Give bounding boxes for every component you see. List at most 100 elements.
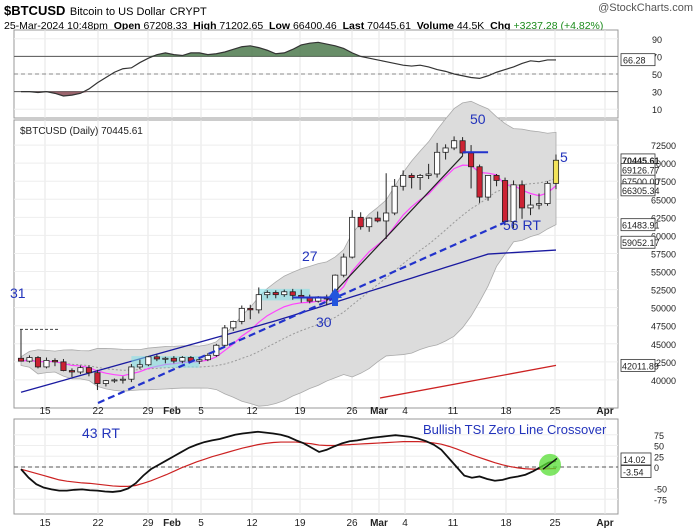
price-side-label: 59052.17	[622, 238, 660, 248]
high-label: High	[193, 20, 217, 32]
price-x-label: 11	[448, 406, 459, 417]
candle-body	[111, 379, 118, 382]
candle-body	[544, 182, 551, 205]
candle-body	[289, 291, 296, 296]
rsi-value-label: 66.28	[623, 56, 646, 66]
price-tick-label: 70000	[651, 159, 676, 169]
high-value: 71202.65	[219, 20, 264, 32]
candle-body	[77, 367, 84, 373]
last-value: 70445.61	[367, 20, 411, 32]
tsi-tick-label: 25	[654, 452, 664, 462]
candle-body	[485, 175, 492, 198]
tsi-line	[20, 430, 557, 493]
tsi-tick-label: -50	[654, 485, 667, 495]
rsi-tick-label: 90	[652, 35, 662, 45]
price-side-label: 70445.61	[622, 156, 660, 166]
volume-label: Volume	[416, 20, 454, 32]
tsi-x-label: 4	[402, 518, 408, 529]
price-tick-label: 50000	[651, 304, 676, 314]
candle-body	[119, 378, 126, 381]
tsi-x-label: Mar	[370, 518, 388, 529]
tsi-side-box	[620, 452, 652, 466]
annotation-31: 31	[10, 285, 26, 301]
price-tick-label: 47500	[651, 322, 676, 332]
quote-line: 25-Mar-2024 10:48pm Open 67208.33 High 7…	[4, 20, 694, 32]
candle-body	[476, 166, 483, 198]
price-tick-label: 52500	[651, 286, 676, 296]
tsi-x-label: Apr	[596, 518, 613, 529]
candle-body	[170, 357, 177, 362]
candle-body	[340, 256, 347, 276]
tsi-side-label: -3.54	[623, 468, 644, 478]
price-x-label: 18	[500, 406, 512, 417]
candle-body	[85, 367, 92, 374]
candle-body	[527, 204, 534, 209]
price-side-box	[620, 235, 656, 249]
tsi-x-label: 19	[294, 518, 306, 529]
candle-body	[34, 357, 42, 368]
candle-body	[179, 357, 186, 362]
tsi-x-label: 15	[39, 518, 51, 529]
candle-body	[357, 216, 364, 228]
dashed-trendline	[97, 221, 506, 405]
annotation-tsi-note: Bullish TSI Zero Line Crossover	[423, 422, 607, 437]
tsi-tick-label: 50	[654, 442, 664, 452]
price-side-box	[620, 358, 656, 372]
tsi-x-label: 12	[246, 518, 258, 529]
rsi-value-box	[620, 53, 656, 67]
rsi-tick-label: 10	[652, 105, 662, 115]
candle-body	[196, 359, 203, 362]
price-tick-label: 72500	[651, 141, 676, 151]
low-value: 66400.46	[292, 20, 337, 32]
price-tick-label: 65000	[651, 195, 676, 205]
tsi-x-label: 11	[448, 518, 459, 529]
candle-body	[383, 212, 390, 222]
candle-body	[94, 372, 101, 384]
price-x-label: 25	[549, 406, 561, 417]
price-tick-label: 55000	[651, 268, 676, 278]
candle-body	[102, 380, 109, 384]
tsi-x-label: 5	[198, 518, 204, 529]
rsi-oversold-fill	[21, 91, 556, 96]
candle-body	[400, 175, 407, 187]
price-x-label: 15	[39, 406, 51, 417]
annotation-right-5: 5	[560, 149, 568, 165]
price-side-label: 42011.89	[622, 361, 659, 371]
candle-body	[434, 151, 441, 175]
tsi-x-label: 18	[500, 518, 512, 529]
candle-body	[349, 216, 356, 258]
tsi-x-label: 29	[142, 518, 154, 529]
ema-long-line	[20, 249, 557, 393]
rsi-overbought-fill	[21, 42, 556, 57]
price-x-label: 29	[142, 406, 154, 417]
tsi-side-box	[620, 465, 652, 478]
tsi-x-label: 26	[346, 518, 358, 529]
rsi-line	[21, 41, 556, 97]
candle-body	[510, 184, 517, 223]
price-x-label: 26	[346, 406, 358, 417]
candle-body	[408, 175, 415, 178]
candle-body	[502, 180, 509, 223]
candle-body	[238, 307, 245, 322]
tsi-tick-label: 75	[654, 431, 664, 441]
solid-trendline	[326, 155, 464, 301]
candle-body	[459, 140, 466, 154]
price-side-label: 61483.91	[622, 221, 660, 231]
price-tick-label: 62500	[651, 213, 676, 223]
candle-body	[255, 294, 262, 311]
ema-short-line	[20, 164, 557, 377]
symbol-label: $BTCUSD	[4, 3, 66, 18]
crossover-marker-line	[542, 457, 558, 470]
price-tick-label: 42500	[651, 358, 676, 368]
candle-body	[136, 364, 143, 368]
price-x-label: 4	[402, 406, 408, 417]
candle-body	[281, 291, 288, 296]
sma-200-line	[379, 364, 557, 399]
price-x-label: 19	[294, 406, 306, 417]
price-x-label: Apr	[596, 406, 613, 417]
rsi-tick-label: 50	[652, 70, 662, 80]
tsi-tick-label: -75	[654, 495, 667, 505]
price-side-label: 69126.77	[622, 165, 660, 175]
candle-body	[221, 327, 228, 346]
